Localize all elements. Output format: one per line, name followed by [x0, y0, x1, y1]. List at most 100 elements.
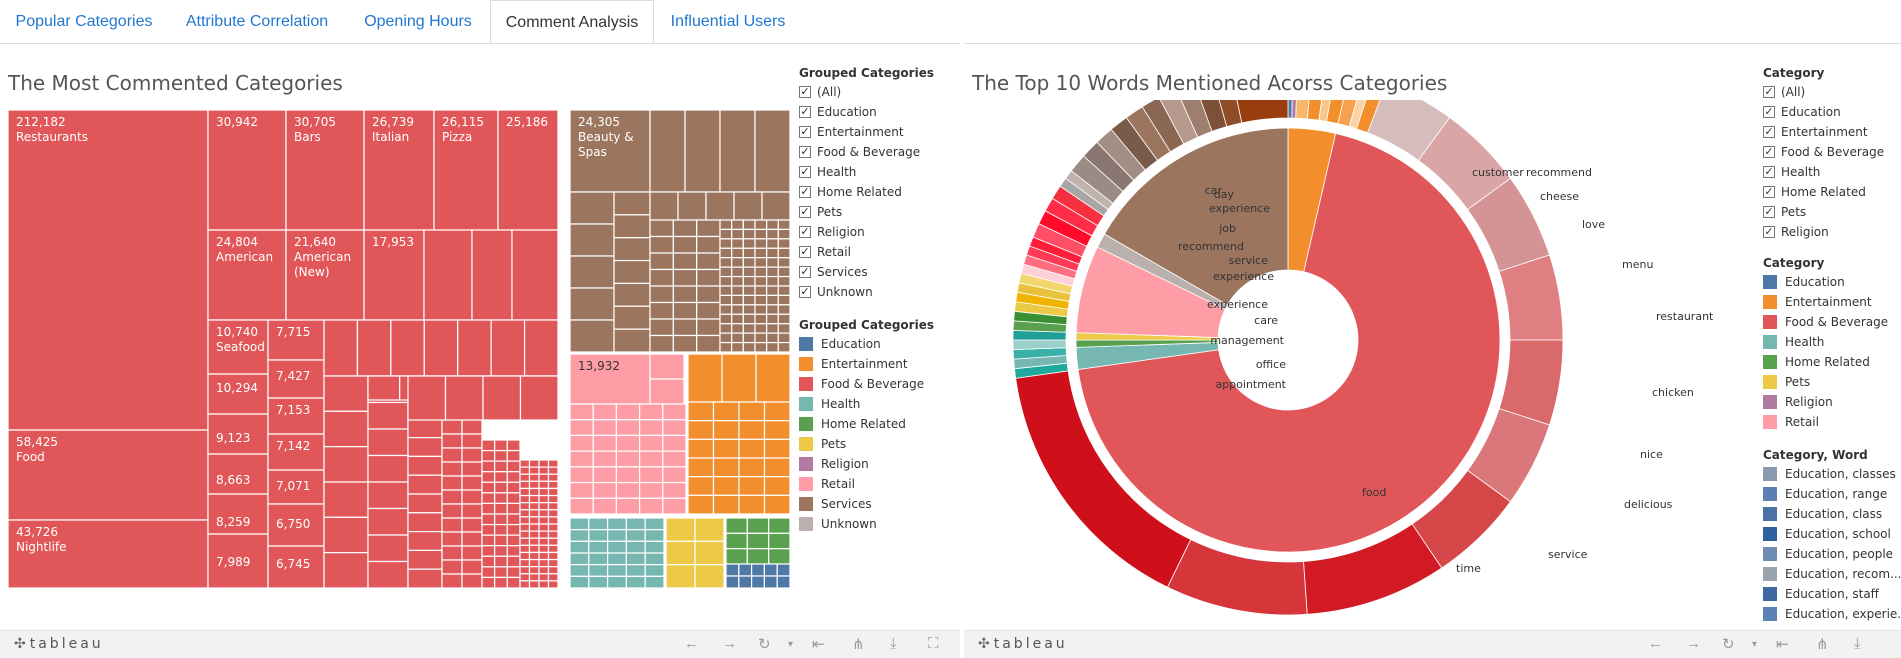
filter-item[interactable]: ✓ Home Related	[1763, 182, 1884, 202]
treemap-cell[interactable]	[766, 257, 779, 268]
treemap-cell[interactable]	[506, 576, 521, 588]
treemap-cell[interactable]	[461, 559, 483, 575]
treemap-cell[interactable]	[766, 247, 779, 259]
treemap-cell[interactable]	[694, 564, 725, 588]
reset-icon[interactable]: ⇤	[812, 636, 825, 653]
treemap-cell[interactable]	[712, 438, 740, 459]
treemap-cell[interactable]	[766, 323, 779, 334]
treemap-cell[interactable]	[763, 476, 791, 496]
treemap-cell[interactable]	[494, 460, 508, 473]
treemap-cell[interactable]	[754, 110, 790, 193]
treemap-cell[interactable]	[592, 450, 618, 468]
treemap-cell[interactable]	[481, 449, 496, 462]
treemap-cell[interactable]	[687, 420, 715, 440]
treemap-cell[interactable]	[519, 558, 531, 568]
treemap-cell-food[interactable]	[8, 429, 209, 521]
treemap-cell[interactable]	[606, 540, 627, 554]
treemap-cell[interactable]	[506, 492, 521, 505]
treemap-cell[interactable]	[638, 419, 664, 437]
legend-item[interactable]: Retail	[1763, 412, 1888, 432]
treemap-cell[interactable]	[649, 268, 674, 287]
treemap-cell[interactable]	[766, 228, 779, 240]
treemap-cell[interactable]	[763, 438, 791, 459]
legend-item[interactable]: Religion	[1763, 392, 1888, 412]
legend-item[interactable]: Education, staff	[1763, 584, 1901, 604]
treemap-cell[interactable]	[207, 493, 269, 535]
treemap-cell[interactable]	[719, 294, 733, 306]
treemap-cell[interactable]	[731, 304, 744, 315]
treemap-cell[interactable]	[742, 313, 756, 325]
treemap-cell[interactable]	[768, 532, 790, 550]
treemap-cell[interactable]	[638, 434, 664, 452]
treemap-cell[interactable]	[323, 375, 369, 412]
treemap-cell[interactable]	[528, 466, 540, 475]
treemap-cell[interactable]	[613, 191, 651, 216]
treemap-cell[interactable]	[719, 257, 733, 268]
treemap-cell[interactable]	[528, 551, 540, 561]
treemap-cell[interactable]	[569, 434, 594, 452]
tab-comment-analysis[interactable]: Comment Analysis	[490, 0, 654, 43]
treemap-cell[interactable]	[547, 494, 559, 504]
treemap-cell[interactable]	[613, 328, 651, 353]
treemap-cell[interactable]	[207, 453, 269, 495]
treemap-cell[interactable]	[519, 494, 531, 504]
treemap-cell[interactable]	[754, 323, 768, 334]
treemap-cell[interactable]	[742, 238, 756, 249]
treemap-cell[interactable]	[754, 313, 768, 325]
treemap-cell[interactable]	[665, 564, 696, 588]
treemap-cell[interactable]	[519, 509, 531, 518]
treemap-cell[interactable]	[712, 476, 740, 496]
treemap-cell[interactable]	[569, 529, 590, 542]
treemap-cell[interactable]	[687, 457, 715, 478]
treemap-cell[interactable]	[694, 540, 725, 566]
treemap-cell[interactable]	[569, 319, 615, 353]
treemap-cell[interactable]	[712, 494, 740, 515]
treemap-cell[interactable]	[461, 489, 483, 505]
treemap-cell[interactable]	[742, 228, 756, 240]
treemap-cell[interactable]	[367, 454, 409, 483]
legend-item[interactable]: Education, people	[1763, 544, 1901, 564]
treemap-cell[interactable]	[569, 564, 590, 577]
treemap-cell[interactable]	[662, 497, 687, 515]
treemap-cell[interactable]	[528, 494, 540, 504]
treemap-cell[interactable]	[777, 228, 790, 240]
treemap-cell[interactable]	[494, 449, 508, 462]
treemap-cell[interactable]	[519, 473, 531, 482]
treemap-cell[interactable]	[615, 419, 641, 437]
treemap-cell[interactable]	[519, 530, 531, 539]
treemap-cell[interactable]	[207, 229, 287, 321]
treemap-cell[interactable]	[777, 257, 790, 268]
tab-opening-hours[interactable]: Opening Hours	[364, 13, 472, 30]
treemap-cell[interactable]	[625, 517, 646, 531]
treemap-cell[interactable]	[267, 319, 325, 361]
checkbox-checked-icon[interactable]: ✓	[1763, 165, 1775, 178]
tab-influential-users[interactable]: Influential Users	[670, 13, 786, 30]
treemap-cell[interactable]	[687, 353, 723, 403]
treemap-cell[interactable]	[719, 238, 733, 249]
treemap-cell[interactable]	[649, 334, 674, 353]
treemap-cell[interactable]	[569, 466, 594, 484]
treemap-cell[interactable]	[323, 516, 369, 554]
treemap-cell[interactable]	[742, 341, 756, 353]
treemap-cell[interactable]	[538, 544, 550, 554]
treemap-cell[interactable]	[441, 503, 463, 519]
filter-item[interactable]: ✓ Services	[799, 262, 934, 282]
legend-item[interactable]: Retail	[799, 474, 934, 494]
treemap-cell-nightlife[interactable]	[8, 519, 209, 588]
legend-item[interactable]: Education, classes	[1763, 464, 1901, 484]
treemap-cell[interactable]	[766, 275, 779, 287]
treemap-cell[interactable]	[766, 238, 779, 249]
treemap-cell[interactable]	[207, 533, 269, 588]
filter-item[interactable]: ✓ Health	[1763, 162, 1884, 182]
treemap-cell[interactable]	[519, 580, 531, 588]
treemap-cell[interactable]	[588, 575, 609, 588]
treemap-cell[interactable]	[649, 110, 686, 193]
treemap-cell[interactable]	[569, 403, 594, 421]
treemap-cell[interactable]	[323, 410, 369, 448]
treemap-cell[interactable]	[763, 563, 778, 577]
treemap-cell[interactable]	[569, 481, 594, 499]
treemap-cell[interactable]	[766, 332, 779, 344]
treemap-cell[interactable]	[323, 319, 359, 377]
treemap-cell[interactable]	[519, 551, 531, 561]
treemap-cell[interactable]	[777, 341, 790, 353]
